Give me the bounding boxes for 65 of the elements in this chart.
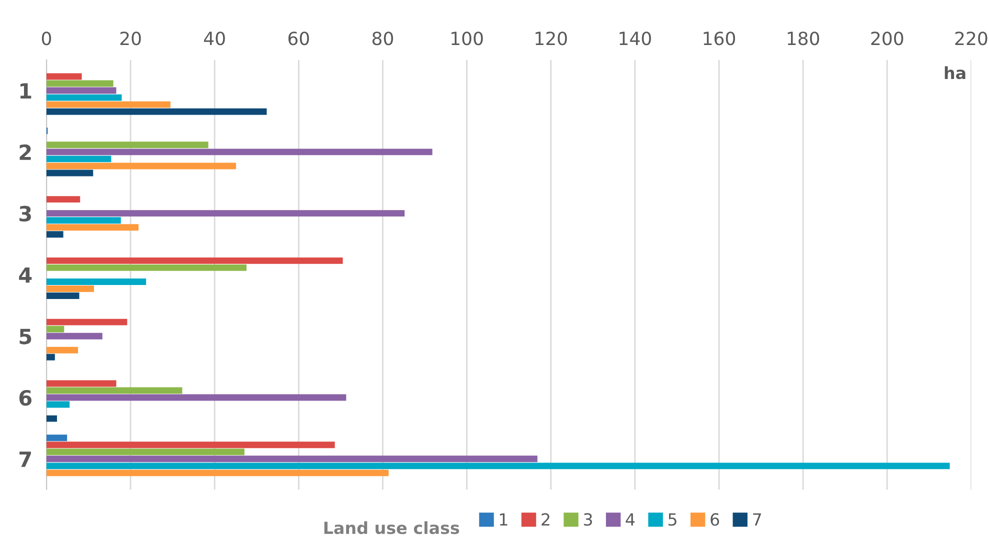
bar: [46, 401, 70, 408]
bar: [46, 108, 267, 115]
bar: [46, 326, 64, 332]
legend-label: 2: [542, 513, 550, 526]
y-tick-label: 6: [19, 390, 32, 406]
bar: [46, 442, 335, 448]
bar: [46, 196, 80, 203]
bar: [46, 354, 55, 360]
bar: [46, 448, 244, 456]
bar: [46, 87, 116, 94]
bar: [46, 278, 146, 285]
bar: [46, 148, 432, 156]
bar: [46, 170, 94, 176]
bar: [46, 462, 950, 470]
bar: [46, 434, 68, 442]
y-tick-label: 5: [20, 328, 32, 344]
x-tick-label: 0: [42, 32, 52, 46]
legend-title: Land use class: [324, 521, 460, 534]
bar: [46, 318, 128, 326]
bar: [46, 217, 121, 224]
x-tick-label: 80: [372, 32, 394, 46]
bar: [46, 415, 57, 422]
legend-label: 6: [710, 513, 720, 526]
bar: [46, 162, 236, 170]
legend-label: 4: [626, 513, 635, 526]
y-tick-label: 4: [19, 267, 32, 283]
x-tick-label: 20: [120, 32, 141, 46]
x-tick-label: 60: [288, 32, 309, 46]
legend-label: 3: [584, 513, 592, 526]
bar: [46, 332, 102, 340]
bar: [46, 264, 247, 271]
bar: [46, 101, 170, 108]
x-tick-label: 200: [871, 32, 904, 46]
bar: [46, 257, 343, 264]
legend-label: 7: [753, 513, 761, 526]
bar: [46, 142, 208, 148]
x-tick-label: 180: [788, 32, 820, 46]
bar: [46, 346, 78, 354]
bar: [46, 394, 346, 401]
y-tick-label: 7: [19, 452, 31, 467]
legend-label: 1: [500, 513, 508, 526]
bar: [46, 231, 64, 238]
bar: [46, 456, 538, 462]
x-tick-label: 120: [536, 32, 567, 46]
bar: [46, 470, 389, 476]
x-axis-title: ha: [944, 66, 966, 80]
bar: [46, 80, 114, 87]
bar: [46, 73, 82, 80]
bar: [46, 380, 116, 387]
x-tick-label: 220: [955, 32, 988, 46]
bar: [46, 156, 112, 162]
x-tick-label: 100: [452, 32, 483, 46]
y-tick-label: 1: [20, 83, 32, 98]
y-tick-label: 3: [19, 206, 31, 222]
bar: [46, 210, 405, 217]
bar: [46, 94, 122, 101]
bar: [46, 292, 80, 299]
legend-label: 5: [668, 513, 676, 526]
x-tick-label: 160: [704, 32, 736, 46]
x-tick-label: 40: [204, 32, 225, 46]
bar: [46, 224, 139, 231]
bar: [46, 387, 182, 394]
x-tick-label: 140: [620, 32, 651, 46]
y-tick-label: 2: [20, 144, 31, 160]
bar: [46, 286, 94, 292]
